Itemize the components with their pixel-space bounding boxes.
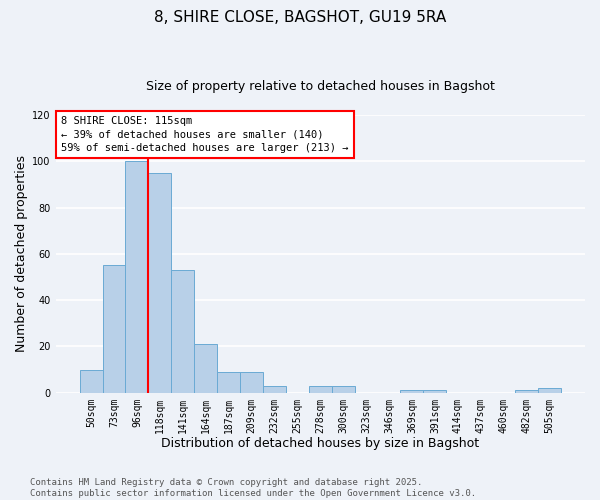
Text: 8, SHIRE CLOSE, BAGSHOT, GU19 5RA: 8, SHIRE CLOSE, BAGSHOT, GU19 5RA xyxy=(154,10,446,25)
Bar xyxy=(400,390,424,392)
Title: Size of property relative to detached houses in Bagshot: Size of property relative to detached ho… xyxy=(146,80,495,93)
Bar xyxy=(263,386,286,392)
X-axis label: Distribution of detached houses by size in Bagshot: Distribution of detached houses by size … xyxy=(161,437,479,450)
Text: Contains HM Land Registry data © Crown copyright and database right 2025.
Contai: Contains HM Land Registry data © Crown c… xyxy=(30,478,476,498)
Bar xyxy=(103,266,125,392)
Bar xyxy=(424,390,446,392)
Bar xyxy=(332,386,355,392)
Bar xyxy=(171,270,194,392)
Bar xyxy=(515,390,538,392)
Bar xyxy=(148,173,171,392)
Bar xyxy=(538,388,561,392)
Bar xyxy=(194,344,217,393)
Bar xyxy=(125,162,148,392)
Bar xyxy=(217,372,240,392)
Y-axis label: Number of detached properties: Number of detached properties xyxy=(15,156,28,352)
Bar xyxy=(240,372,263,392)
Bar xyxy=(80,370,103,392)
Text: 8 SHIRE CLOSE: 115sqm
← 39% of detached houses are smaller (140)
59% of semi-det: 8 SHIRE CLOSE: 115sqm ← 39% of detached … xyxy=(61,116,349,153)
Bar xyxy=(309,386,332,392)
